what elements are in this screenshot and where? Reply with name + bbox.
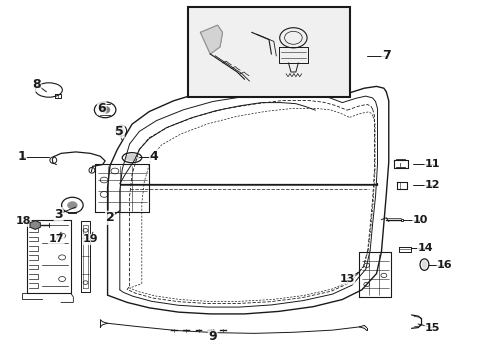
Text: 11: 11 (424, 159, 440, 169)
Circle shape (100, 106, 110, 113)
Text: 16: 16 (436, 260, 452, 270)
Ellipse shape (125, 154, 139, 161)
Text: 17: 17 (48, 234, 64, 244)
Ellipse shape (118, 127, 124, 134)
Text: 13: 13 (339, 274, 354, 284)
Text: 10: 10 (412, 215, 427, 225)
Text: 4: 4 (149, 150, 158, 163)
Text: 12: 12 (424, 180, 440, 190)
Text: 14: 14 (417, 243, 432, 253)
Text: 9: 9 (208, 330, 217, 343)
Text: 19: 19 (82, 234, 98, 244)
Text: 7: 7 (381, 49, 390, 62)
Text: 6: 6 (97, 102, 106, 114)
Text: 1: 1 (18, 150, 26, 163)
Polygon shape (200, 25, 222, 54)
Text: 2: 2 (105, 211, 114, 224)
Text: 5: 5 (115, 125, 124, 138)
Text: 18: 18 (16, 216, 31, 226)
Text: 3: 3 (54, 208, 63, 221)
Ellipse shape (421, 261, 426, 269)
Circle shape (67, 202, 77, 209)
Bar (188, 7, 349, 97)
Text: 8: 8 (32, 78, 41, 91)
Polygon shape (30, 221, 40, 229)
Text: 15: 15 (424, 323, 440, 333)
